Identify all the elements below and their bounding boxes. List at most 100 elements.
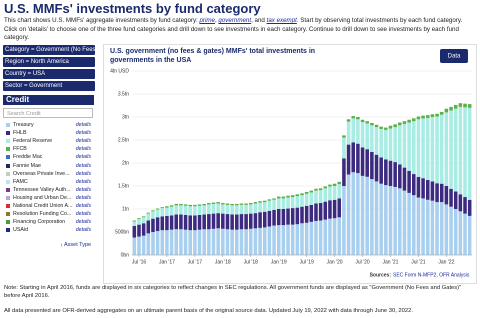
y-tick-label: 4tn USD <box>110 68 129 74</box>
bar-segment <box>398 122 402 126</box>
bar-segment <box>430 181 435 201</box>
bar-segment <box>360 122 365 148</box>
bar-segment <box>342 186 346 255</box>
bar-segment <box>430 200 435 255</box>
panel-title: Credit <box>3 95 94 105</box>
details-link[interactable]: details <box>75 227 91 234</box>
bar-segment <box>295 194 300 197</box>
bar-segment <box>225 229 230 255</box>
link[interactable]: tax exempt <box>266 17 297 24</box>
bar-segment <box>193 230 197 255</box>
bar-segment <box>449 188 453 207</box>
details-link[interactable]: details <box>75 154 91 161</box>
bar-segment <box>328 218 332 255</box>
bar-segment <box>235 205 239 215</box>
filter[interactable]: Country = USA <box>3 69 95 79</box>
bar-segment <box>202 229 206 255</box>
list-item: Resolution Funding Co... details <box>3 210 93 218</box>
bar-segment <box>267 226 272 255</box>
note: All data presented are OFR-derived aggre… <box>4 308 413 314</box>
data-button[interactable] <box>440 49 468 63</box>
link[interactable]: government <box>218 17 252 24</box>
bar-segment <box>309 221 314 255</box>
bar-segment <box>221 213 225 229</box>
sources[interactable]: SEC Form N-MFP2, OFR Analysis <box>393 272 470 278</box>
bar-segment <box>267 199 272 201</box>
list-item: Freddie Mac details <box>3 153 93 161</box>
filter[interactable]: Region = North America <box>3 57 95 67</box>
filter[interactable]: Category = Government (No Fees and Gates… <box>3 45 95 55</box>
bar-segment <box>188 230 192 255</box>
bar-segment <box>183 229 188 255</box>
bar-segment <box>332 199 337 219</box>
note: Note: Starting in April 2016, funds are … <box>4 285 462 299</box>
search-box[interactable]: Search Credit <box>3 108 93 118</box>
bar-segment <box>272 198 276 200</box>
bar-segment <box>183 204 188 206</box>
bar-segment <box>258 212 262 228</box>
bar-segment <box>276 196 281 199</box>
bar-segment <box>439 111 444 115</box>
bar-segment <box>407 119 411 123</box>
bar-segment <box>425 180 430 200</box>
bar-segment <box>165 215 169 231</box>
bar-segment <box>276 225 281 255</box>
filter[interactable]: Sector = Government <box>3 81 95 91</box>
bar-segment <box>248 204 253 214</box>
details-link[interactable]: details <box>75 211 91 218</box>
list-item: FFCB details <box>3 145 93 153</box>
item-label: Treasury <box>13 122 34 129</box>
bar-segment <box>318 220 323 255</box>
bar-segment <box>467 107 472 200</box>
swatch <box>6 228 10 233</box>
bar-segment <box>197 205 202 215</box>
details-link[interactable]: details <box>75 194 91 201</box>
button-label[interactable]: Data <box>448 54 461 60</box>
details-link[interactable]: details <box>75 146 91 153</box>
bar-segment <box>314 220 318 255</box>
details-link[interactable]: details <box>75 202 91 209</box>
bar-segment <box>439 114 444 184</box>
details-link[interactable]: details <box>75 178 91 185</box>
link[interactable]: prime <box>199 17 215 24</box>
details-link[interactable]: details <box>75 138 91 145</box>
bar-segment <box>356 173 360 255</box>
bar-segment <box>342 137 346 159</box>
bar-segment <box>267 210 272 227</box>
bar-segment <box>262 202 267 212</box>
bar-segment <box>346 144 351 175</box>
bar-segment <box>384 159 388 186</box>
details-link[interactable]: details <box>75 130 91 137</box>
x-tick-label: Jan '21 <box>383 259 399 265</box>
item-list: Treasury details FHLB details Federal Reserv… <box>3 121 93 234</box>
bar-segment <box>412 174 416 196</box>
item-label: Housing and Urban De... <box>13 194 72 201</box>
bar-segment <box>202 203 206 206</box>
drill-link[interactable]: ↓ Asset Type <box>60 242 92 248</box>
details-link[interactable]: details <box>75 162 91 169</box>
bar-segment <box>188 204 192 207</box>
details-link[interactable]: details <box>75 122 91 129</box>
details-link[interactable]: details <box>75 170 91 177</box>
details-link[interactable]: details <box>75 186 91 193</box>
details-link[interactable]: details <box>75 219 91 226</box>
bar-segment <box>295 224 300 255</box>
bar-segment <box>402 123 407 168</box>
x-tick-label: Jul '18 <box>244 259 259 265</box>
bar-segment <box>141 223 146 236</box>
bar-segment <box>183 205 188 215</box>
bar-segment <box>132 237 137 255</box>
bar-segment <box>370 122 374 126</box>
swatch <box>6 163 10 168</box>
bar-segment <box>169 205 174 207</box>
swatch <box>6 187 10 192</box>
bar-segment <box>160 230 165 255</box>
list-item: Federal Reserve details <box>3 137 93 145</box>
swatch <box>6 123 10 128</box>
bar-segment <box>137 219 141 225</box>
bar-segment <box>235 214 239 230</box>
y-tick-label: 1.5tn <box>118 183 129 189</box>
bar-segment <box>388 128 393 161</box>
bar-segment <box>258 201 262 203</box>
bar-segment <box>439 183 444 203</box>
